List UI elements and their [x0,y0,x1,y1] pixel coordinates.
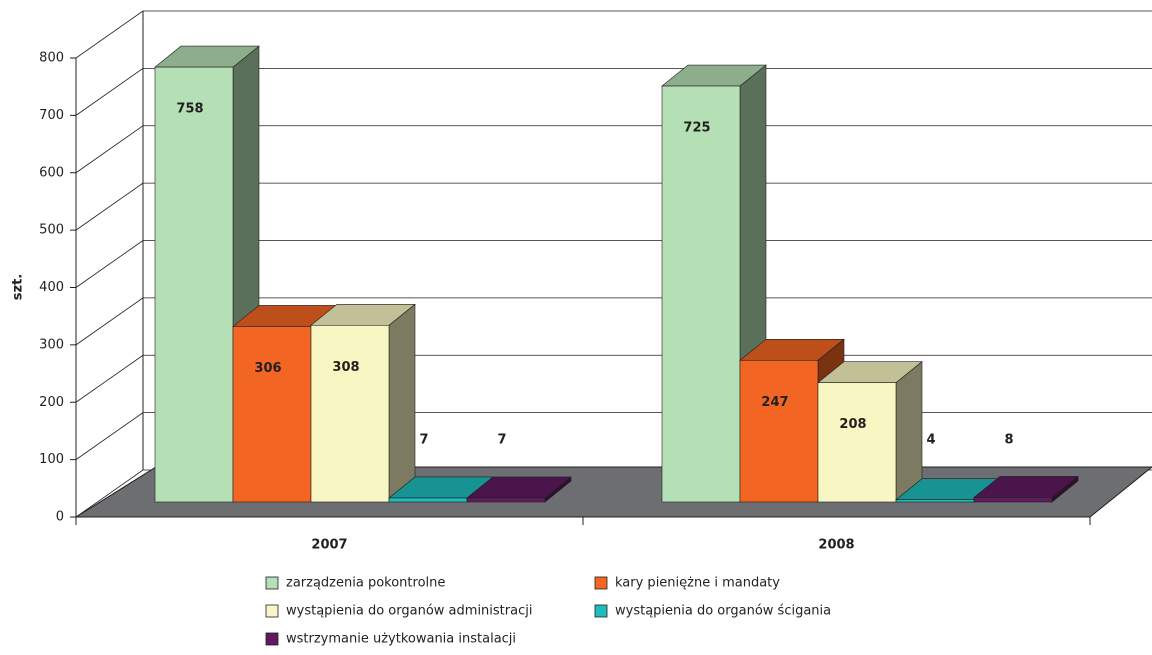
legend-label: wystąpienia do organów ścigania [615,604,831,619]
legend-label: wstrzymanie użytkowania instalacji [286,632,516,647]
y-tick-label: 200 [39,395,64,410]
bar [661,85,741,503]
legend-swatch [265,632,279,646]
legend-swatch [265,576,279,590]
value-label: 725 [683,121,710,136]
bar [817,382,897,503]
y-tick-label: 100 [39,452,64,467]
bar [973,497,1053,503]
x-tick-label: 2007 [311,538,347,553]
bar [388,497,468,503]
grid-line [75,354,144,403]
value-label: 308 [332,360,359,375]
y-tick-label: 500 [39,223,64,238]
bar [466,497,546,503]
grid-line [75,125,144,174]
legend-swatch [265,604,279,618]
y-tick-label: 0 [56,510,64,525]
grid-line [75,412,144,460]
bar [232,326,312,503]
grid-line [75,182,144,231]
legend-label: kary pieniężne i mandaty [615,576,780,591]
value-label: 4 [926,433,935,448]
value-label: 247 [761,395,788,410]
value-label: 8 [1004,433,1013,448]
bar [310,324,390,503]
value-label: 208 [839,417,866,432]
y-tick-label: 700 [39,108,64,123]
grid-line [75,297,144,346]
x-tick-label: 2008 [818,538,854,553]
bar [739,359,819,503]
bar-side [895,361,923,503]
value-label: 758 [176,102,203,117]
y-tick-label: 600 [39,165,64,180]
y-axis-label: szt. [11,274,26,300]
y-tick-label: 300 [39,337,64,352]
value-label: 306 [254,361,281,376]
legend-label: wystąpienia do organów administracji [286,604,532,619]
bar [895,499,975,503]
grid-line [75,469,144,518]
y-tick-label: 400 [39,280,64,295]
bar [154,66,234,503]
legend-swatch [594,576,608,590]
grid-line [75,68,144,116]
grid-line [75,10,144,59]
bar-side [388,303,416,503]
y-tick-label: 800 [39,51,64,66]
grid-line [75,240,144,288]
value-label: 7 [419,433,428,448]
legend-label: zarządzenia pokontrolne [286,576,445,591]
legend-swatch [594,604,608,618]
value-label: 7 [497,433,506,448]
